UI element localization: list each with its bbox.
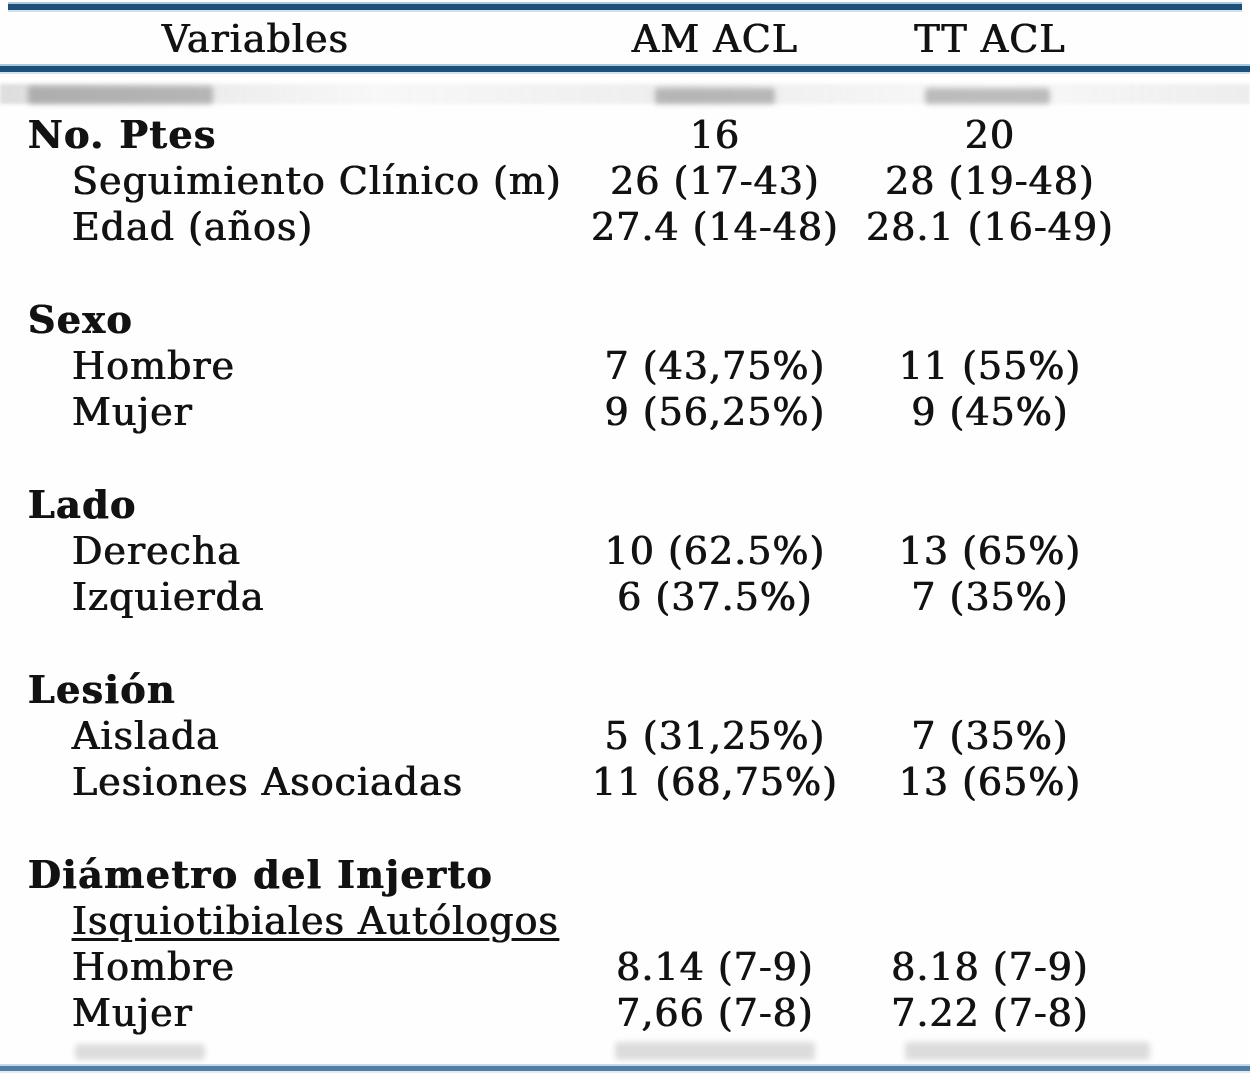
table-section: Diámetro del Injerto Isquiotibiales Autól… [0, 852, 1115, 1036]
row-value-tt: 9 (45%) [911, 390, 1069, 434]
section-header: Sexo [28, 297, 134, 342]
table-row: Aislada 5 (31,25%) 7 (35%) [0, 713, 1115, 759]
section-value-am [565, 852, 865, 898]
scan-artifact-band [0, 84, 1250, 104]
bottom-rule [0, 1064, 1250, 1073]
section-value-tt [865, 297, 1115, 343]
row-value-am: 9 (56,25%) [604, 390, 826, 434]
row-value-tt [865, 898, 1115, 944]
section-header: Diámetro del Injerto [28, 852, 494, 897]
table-row: Mujer 7,66 (7-8) 7.22 (7-8) [0, 990, 1115, 1036]
row-label: Hombre [72, 344, 236, 388]
row-label: Mujer [72, 390, 193, 434]
row-value-tt: 7.22 (7-8) [891, 991, 1089, 1035]
table-row: Hombre 8.14 (7-9) 8.18 (7-9) [0, 944, 1115, 990]
table-section: Lesión Aislada 5 (31,25%) 7 (35%) Lesiones A… [0, 667, 1115, 805]
section-header: Lado [28, 482, 137, 527]
row-value-am [565, 898, 865, 944]
section-header-row: Sexo [0, 297, 1115, 343]
section-header: No. Ptes [28, 112, 217, 157]
scan-artifact [655, 88, 775, 104]
scan-artifact [925, 88, 1050, 104]
table-row: Lesiones Asociadas 11 (68,75%) 13 (65%) [0, 759, 1115, 805]
scan-artifact [905, 1042, 1150, 1060]
section-header-row: Lesión [0, 667, 1115, 713]
row-value-am: 26 (17-43) [610, 159, 820, 203]
top-rule [8, 2, 1242, 12]
scan-artifact [75, 1044, 205, 1060]
row-value-tt: 8.18 (7-9) [891, 945, 1089, 989]
section-value-am [565, 482, 865, 528]
section-header-row: Diámetro del Injerto [0, 852, 1115, 898]
row-value-tt: 28.1 (16-49) [866, 205, 1114, 249]
table-row: Edad (años) 27.4 (14-48) 28.1 (16-49) [0, 204, 1115, 250]
table-body: No. Ptes 16 20 Seguimiento Clínico (m) 26 (1… [0, 112, 1115, 1036]
row-value-tt: 28 (19-48) [885, 159, 1095, 203]
row-label: Aislada [72, 714, 220, 758]
table-row: Mujer 9 (56,25%) 9 (45%) [0, 389, 1115, 435]
row-value-am: 7,66 (7-8) [616, 991, 814, 1035]
row-value-am: 27.4 (14-48) [591, 205, 839, 249]
table-row: Hombre 7 (43,75%) 11 (55%) [0, 343, 1115, 389]
table-section: No. Ptes 16 20 Seguimiento Clínico (m) 26 (1… [0, 112, 1115, 250]
table-row: Isquiotibiales Autólogos [0, 898, 1115, 944]
row-label: Lesiones Asociadas [72, 760, 464, 804]
section-header-row: Lado [0, 482, 1115, 528]
row-label: Derecha [72, 529, 242, 573]
row-value-am: 6 (37.5%) [617, 575, 813, 619]
table-header-row: Variables AM ACL TT ACL [0, 14, 1115, 64]
column-header-tt-acl: TT ACL [914, 17, 1066, 61]
row-label: Seguimiento Clínico (m) [72, 159, 562, 203]
row-value-am: 5 (31,25%) [604, 714, 826, 758]
section-value-tt: 20 [964, 113, 1016, 157]
row-label: Mujer [72, 991, 193, 1035]
header-rule [0, 64, 1250, 74]
row-value-tt: 7 (35%) [911, 714, 1069, 758]
row-label: Izquierda [72, 575, 265, 619]
section-value-am [565, 667, 865, 713]
row-value-am: 10 (62.5%) [604, 529, 826, 573]
table-row: Izquierda 6 (37.5%) 7 (35%) [0, 574, 1115, 620]
row-value-tt: 11 (55%) [898, 344, 1082, 388]
row-value-am: 8.14 (7-9) [616, 945, 814, 989]
section-value-am [565, 297, 865, 343]
row-value-am: 7 (43,75%) [604, 344, 826, 388]
table-section: Sexo Hombre 7 (43,75%) 11 (55%) Mujer 9 (56,2… [0, 297, 1115, 435]
row-value-tt: 13 (65%) [898, 529, 1082, 573]
section-value-tt [865, 667, 1115, 713]
row-value-am: 11 (68,75%) [592, 760, 838, 804]
table-row: Seguimiento Clínico (m) 26 (17-43) 28 (19-… [0, 158, 1115, 204]
row-value-tt: 7 (35%) [911, 575, 1069, 619]
column-header-variables: Variables [161, 17, 350, 61]
section-value-tt [865, 852, 1115, 898]
scan-artifact [615, 1042, 815, 1060]
section-value-tt [865, 482, 1115, 528]
scan-artifact [28, 86, 213, 104]
row-value-tt: 13 (65%) [898, 760, 1082, 804]
column-header-am-acl: AM ACL [631, 17, 799, 61]
table-section: Lado Derecha 10 (62.5%) 13 (65%) Izquierda 6 … [0, 482, 1115, 620]
table-row: Derecha 10 (62.5%) 13 (65%) [0, 528, 1115, 574]
row-label: Hombre [72, 945, 236, 989]
row-label: Edad (años) [72, 205, 314, 249]
section-value-am: 16 [689, 113, 741, 157]
row-label: Isquiotibiales Autólogos [72, 899, 559, 943]
section-header-row: No. Ptes 16 20 [0, 112, 1115, 158]
section-header: Lesión [28, 667, 177, 712]
